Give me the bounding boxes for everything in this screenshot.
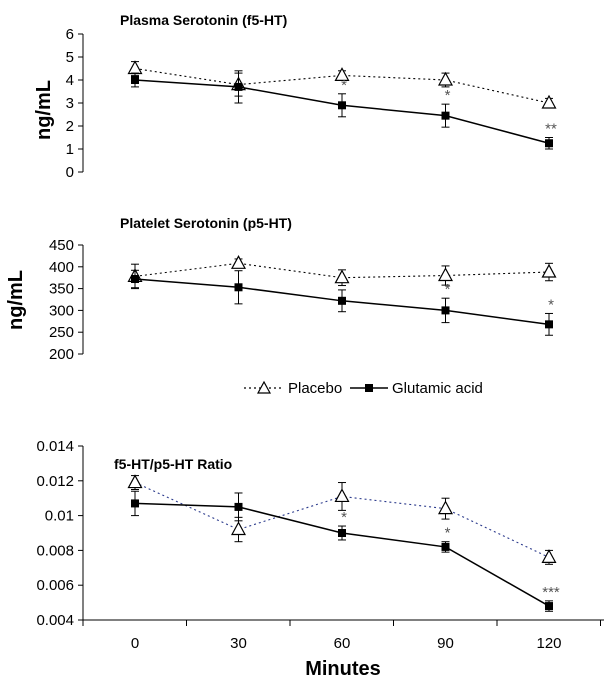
y-tick-label: 400 [49, 259, 74, 276]
x-axis-label: Minutes [305, 658, 381, 680]
glutamic-acid-point [338, 296, 346, 305]
glutamic-acid-point [441, 306, 450, 315]
glutamic-acid-point [131, 275, 139, 284]
y-tick-label: 0.014 [36, 438, 74, 455]
placebo-point [334, 269, 350, 284]
placebo-point [437, 500, 454, 515]
significance-marker: * [341, 77, 347, 94]
glutamic-acid-point [131, 499, 139, 508]
panel-3-plot: 0.004 0.006 0.008 0.01 0.012 0.014 0 30 60 90 120 *… [36, 438, 604, 652]
y-tick-label: 350 [49, 281, 74, 298]
significance-marker: * [445, 87, 451, 104]
glutamic-acid-point [441, 542, 450, 551]
significance-marker: ** [545, 121, 557, 138]
y-tick-label: 5 [66, 49, 74, 66]
glutamic-acid-point [441, 111, 450, 120]
y-tick-label: 0.01 [45, 508, 74, 525]
placebo-point [230, 255, 247, 269]
y-tick-label: 0.004 [36, 612, 74, 629]
legend-placebo-triangle-marker [256, 380, 272, 394]
placebo-series-line [134, 482, 550, 558]
y-tick-label: 0.006 [36, 577, 74, 594]
legend-item-placebo: Placebo [288, 380, 342, 397]
glutamic-acid-point [338, 101, 346, 110]
glutamic-acid-point [234, 502, 243, 511]
placebo-point [541, 549, 557, 563]
legend-glutamic-square-marker [365, 384, 373, 392]
legend-item-glutamic-acid: Glutamic acid [392, 380, 483, 397]
panel-2-plot: 200 250 300 350 400 450 * * [49, 237, 557, 363]
panel-2-title: Platelet Serotonin (p5-HT) [120, 215, 292, 231]
y-tick-label: 4 [66, 72, 74, 89]
placebo-point [334, 67, 350, 82]
y-tick-label: 300 [49, 302, 74, 319]
placebo-point [541, 94, 557, 109]
glutamic-acid-point [545, 139, 553, 148]
glutamic-acid-point [234, 82, 243, 91]
significance-marker: *** [542, 584, 560, 601]
x-tick-label: 30 [230, 635, 247, 652]
y-tick-label: 200 [49, 346, 74, 363]
x-tick-label: 0 [131, 635, 139, 652]
panel-2-y-axis-label: ng/mL [5, 270, 27, 330]
glutamic-acid-point [545, 602, 553, 611]
panel-3-title: f5-HT/p5-HT Ratio [114, 456, 232, 472]
significance-marker: * [548, 296, 554, 313]
glutamic-acid-point [234, 283, 243, 292]
y-tick-label: 250 [49, 324, 74, 341]
panel-platelet-serotonin: Platelet Serotonin (p5-HT) ng/mL 200 250 3… [5, 215, 557, 363]
legend: Placebo Glutamic acid [244, 380, 483, 397]
glutamic-acid-point [545, 320, 553, 329]
x-tick-label: 90 [437, 635, 454, 652]
y-tick-label: 0.008 [36, 542, 74, 559]
placebo-point [437, 267, 454, 282]
significance-marker: * [341, 509, 347, 526]
significance-marker: * [445, 525, 451, 542]
y-tick-label: 2 [66, 118, 74, 135]
y-tick-label: 1 [66, 141, 74, 158]
significance-marker: * [445, 281, 451, 298]
placebo-point [437, 71, 454, 86]
glutamic-acid-point [338, 529, 346, 537]
panel-1-y-axis-label: ng/mL [33, 80, 55, 140]
panel-ratio: f5-HT/p5-HT Ratio 0.0040.0060.0080.010.0… [36, 438, 604, 680]
glutamic-acid-point [131, 76, 139, 84]
y-tick-label: 3 [66, 95, 74, 112]
y-tick-label: 450 [49, 237, 74, 254]
placebo-point [127, 474, 143, 489]
panel-1-title: Plasma Serotonin (f5-HT) [120, 12, 287, 28]
placebo-point [127, 60, 143, 75]
placebo-point [541, 263, 557, 278]
y-tick-label: 6 [66, 26, 74, 43]
y-tick-label: 0 [66, 164, 74, 181]
y-tick-label: 0.012 [36, 473, 74, 490]
panel-plasma-serotonin: Plasma Serotonin (f5-HT) ng/mL 0123456**… [33, 12, 557, 181]
placebo-point [230, 521, 247, 536]
x-tick-label: 60 [334, 635, 351, 652]
placebo-point [334, 488, 350, 503]
x-tick-label: 120 [536, 635, 561, 652]
placebo-series-line [134, 262, 550, 279]
